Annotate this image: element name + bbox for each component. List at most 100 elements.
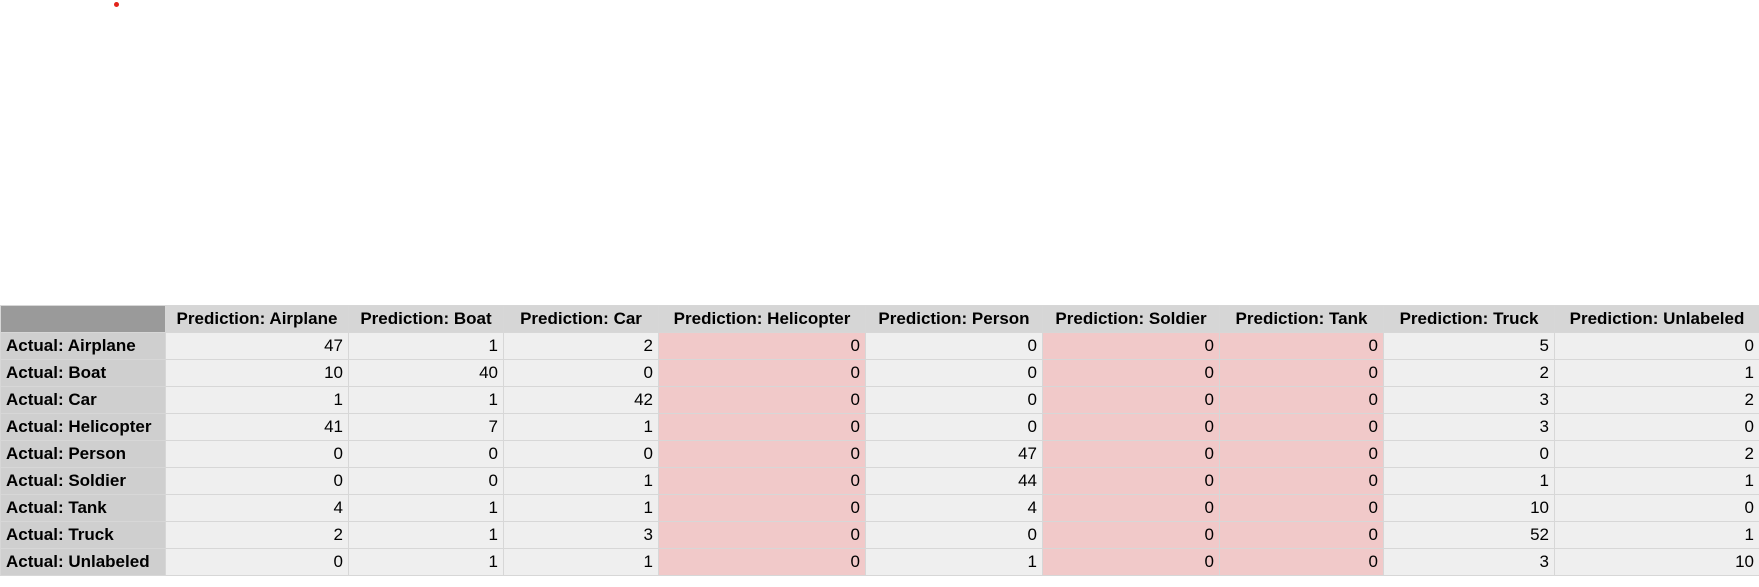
matrix-cell: 0 (503, 359, 659, 387)
table-row: Actual: Unlabeled 0 1 1 0 1 0 0 3 10 (0, 548, 1759, 576)
matrix-cell: 1 (348, 548, 504, 576)
matrix-cell: 0 (165, 548, 349, 576)
matrix-cell: 0 (658, 467, 866, 495)
row-header: Actual: Car (0, 386, 166, 414)
matrix-cell: 3 (503, 521, 659, 549)
matrix-cell: 0 (658, 521, 866, 549)
matrix-cell: 3 (1383, 548, 1555, 576)
matrix-cell: 0 (658, 386, 866, 414)
matrix-body: Actual: Airplane 47 1 2 0 0 0 0 5 0 Actual: Boat 10… (0, 332, 1759, 576)
column-header: Prediction: Boat (348, 305, 504, 333)
matrix-cell: 1 (348, 386, 504, 414)
matrix-cell: 0 (1219, 521, 1384, 549)
matrix-cell: 0 (1554, 413, 1759, 441)
column-header: Prediction: Airplane (165, 305, 349, 333)
matrix-cell: 47 (165, 332, 349, 360)
matrix-cell: 47 (865, 440, 1043, 468)
matrix-cell: 0 (1383, 440, 1555, 468)
table-row: Actual: Person 0 0 0 0 47 0 0 0 2 (0, 440, 1759, 468)
row-header: Actual: Tank (0, 494, 166, 522)
matrix-cell: 2 (1554, 440, 1759, 468)
matrix-cell: 3 (1383, 413, 1555, 441)
matrix-cell: 0 (658, 413, 866, 441)
matrix-cell: 1 (503, 467, 659, 495)
matrix-cell: 10 (165, 359, 349, 387)
matrix-cell: 0 (165, 467, 349, 495)
matrix-cell: 0 (1042, 548, 1220, 576)
matrix-cell: 0 (1042, 332, 1220, 360)
red-dot-marker (114, 2, 119, 7)
matrix-cell: 10 (1383, 494, 1555, 522)
matrix-cell: 0 (1219, 413, 1384, 441)
matrix-cell: 0 (1219, 386, 1384, 414)
matrix-cell: 1 (1383, 467, 1555, 495)
matrix-cell: 0 (865, 332, 1043, 360)
matrix-cell: 0 (348, 467, 504, 495)
matrix-cell: 0 (658, 332, 866, 360)
matrix-cell: 0 (865, 521, 1043, 549)
matrix-cell: 2 (165, 521, 349, 549)
table-row: Actual: Airplane 47 1 2 0 0 0 0 5 0 (0, 332, 1759, 360)
matrix-cell: 2 (1383, 359, 1555, 387)
matrix-cell: 40 (348, 359, 504, 387)
confusion-matrix-table: Prediction: Airplane Prediction: Boat Pred… (0, 305, 1759, 576)
confusion-matrix: Prediction: Airplane Prediction: Boat Pred… (0, 305, 1759, 587)
matrix-cell: 0 (658, 494, 866, 522)
matrix-cell: 0 (1042, 359, 1220, 387)
matrix-cell: 0 (658, 440, 866, 468)
matrix-cell: 52 (1383, 521, 1555, 549)
matrix-cell: 0 (1554, 494, 1759, 522)
matrix-cell: 0 (865, 413, 1043, 441)
matrix-cell: 10 (1554, 548, 1759, 576)
column-header: Prediction: Helicopter (658, 305, 866, 333)
matrix-cell: 0 (348, 440, 504, 468)
matrix-cell: 0 (1219, 359, 1384, 387)
matrix-cell: 0 (1219, 467, 1384, 495)
table-row: Actual: Truck 2 1 3 0 0 0 0 52 1 (0, 521, 1759, 549)
row-header: Actual: Person (0, 440, 166, 468)
matrix-cell: 0 (658, 548, 866, 576)
matrix-cell: 0 (1219, 494, 1384, 522)
column-header: Prediction: Truck (1383, 305, 1555, 333)
matrix-cell: 0 (1219, 440, 1384, 468)
row-header: Actual: Airplane (0, 332, 166, 360)
matrix-cell: 1 (348, 332, 504, 360)
matrix-cell: 1 (1554, 359, 1759, 387)
row-header: Actual: Soldier (0, 467, 166, 495)
matrix-cell: 0 (658, 359, 866, 387)
row-header: Actual: Truck (0, 521, 166, 549)
matrix-cell: 0 (1042, 440, 1220, 468)
matrix-cell: 7 (348, 413, 504, 441)
matrix-cell: 1 (165, 386, 349, 414)
matrix-cell: 41 (165, 413, 349, 441)
matrix-cell: 0 (503, 440, 659, 468)
matrix-cell: 0 (1042, 521, 1220, 549)
matrix-cell: 0 (165, 440, 349, 468)
matrix-cell: 0 (1219, 332, 1384, 360)
matrix-cell: 0 (865, 359, 1043, 387)
column-header: Prediction: Person (865, 305, 1043, 333)
matrix-cell: 2 (1554, 386, 1759, 414)
matrix-cell: 1 (503, 494, 659, 522)
matrix-cell: 0 (1554, 332, 1759, 360)
matrix-cell: 0 (1219, 548, 1384, 576)
matrix-cell: 1 (865, 548, 1043, 576)
matrix-cell: 0 (1042, 413, 1220, 441)
matrix-cell: 1 (1554, 521, 1759, 549)
matrix-cell: 0 (1042, 494, 1220, 522)
matrix-cell: 0 (1042, 467, 1220, 495)
row-header: Actual: Unlabeled (0, 548, 166, 576)
table-row: Actual: Soldier 0 0 1 0 44 0 0 1 1 (0, 467, 1759, 495)
matrix-cell: 1 (503, 548, 659, 576)
table-row: Actual: Helicopter 41 7 1 0 0 0 0 3 0 (0, 413, 1759, 441)
matrix-cell: 1 (503, 413, 659, 441)
matrix-cell: 4 (165, 494, 349, 522)
matrix-cell: 1 (348, 521, 504, 549)
column-header: Prediction: Soldier (1042, 305, 1220, 333)
matrix-cell: 0 (865, 386, 1043, 414)
matrix-cell: 4 (865, 494, 1043, 522)
matrix-cell: 42 (503, 386, 659, 414)
matrix-cell: 44 (865, 467, 1043, 495)
row-header: Actual: Boat (0, 359, 166, 387)
